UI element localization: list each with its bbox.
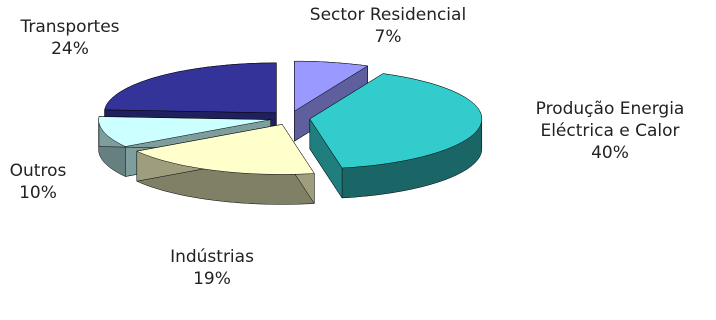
percent-label: 19%	[193, 269, 231, 289]
slice-top	[294, 60, 369, 112]
category-label: Sector Residencial	[309, 5, 467, 25]
percent-label: 40%	[591, 143, 629, 163]
percent-label: 7%	[374, 27, 402, 47]
slice	[309, 73, 483, 199]
category-label: Indústrias	[170, 247, 254, 267]
slice-label: Produção Energia Eléctrica e Calor 40%	[515, 98, 705, 164]
category-label: Outros	[9, 161, 67, 181]
category-label: Produção Energia Eléctrica e Calor	[535, 99, 685, 141]
slice-label: Transportes 24%	[0, 16, 170, 60]
slice-top	[98, 116, 271, 147]
slice-top	[104, 62, 277, 114]
slice-label: Sector Residencial 7%	[268, 4, 508, 48]
slice-label: Outros 10%	[0, 160, 98, 204]
percent-label: 24%	[51, 39, 89, 59]
slice	[135, 123, 315, 205]
category-label: Transportes	[20, 17, 120, 37]
percent-label: 10%	[19, 183, 57, 203]
slice-label: Indústrias 19%	[112, 246, 312, 290]
slice-top	[135, 124, 315, 175]
slice-top	[309, 73, 483, 169]
